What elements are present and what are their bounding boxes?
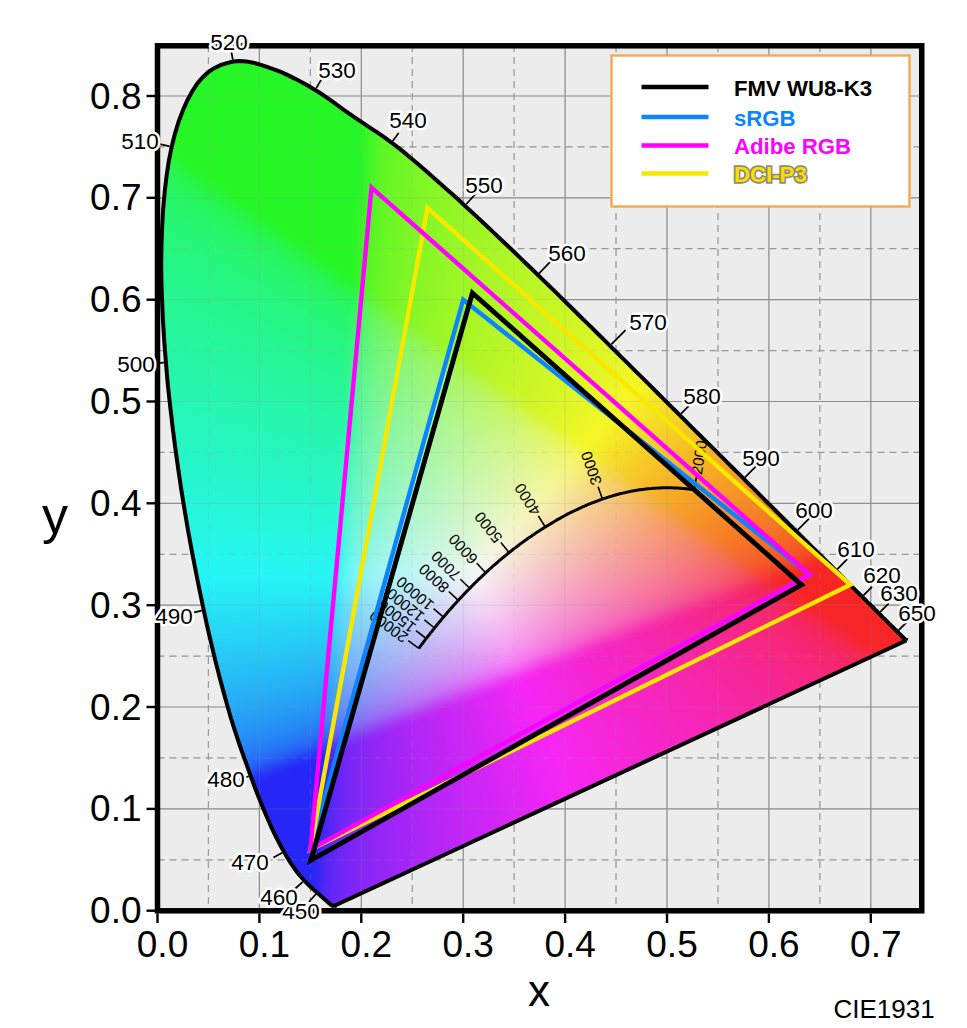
svg-text:550: 550	[465, 173, 503, 198]
svg-text:480: 480	[207, 767, 245, 792]
svg-text:0.1: 0.1	[239, 924, 290, 965]
svg-text:FMV WU8-K3: FMV WU8-K3	[734, 76, 872, 101]
svg-text:0.6: 0.6	[748, 924, 799, 965]
svg-text:0.3: 0.3	[90, 585, 141, 626]
svg-text:x: x	[528, 966, 550, 1015]
svg-text:0.2: 0.2	[341, 924, 392, 965]
svg-text:510: 510	[121, 129, 159, 154]
svg-text:0.0: 0.0	[137, 924, 188, 965]
svg-text:DCI-P3: DCI-P3	[734, 162, 807, 187]
svg-text:0.3: 0.3	[442, 924, 493, 965]
svg-text:0.6: 0.6	[90, 279, 141, 320]
svg-text:0.0: 0.0	[90, 890, 141, 931]
svg-text:540: 540	[389, 108, 427, 133]
svg-text:530: 530	[318, 58, 356, 83]
svg-text:590: 590	[742, 446, 780, 471]
svg-text:460: 460	[260, 885, 298, 910]
svg-text:0.5: 0.5	[90, 381, 141, 422]
svg-text:y: y	[42, 486, 68, 544]
svg-text:Adibe RGB: Adibe RGB	[734, 134, 851, 159]
svg-text:0.1: 0.1	[90, 788, 141, 829]
svg-text:0.7: 0.7	[90, 177, 141, 218]
svg-text:570: 570	[629, 310, 667, 335]
svg-text:0.4: 0.4	[544, 924, 595, 965]
svg-text:650: 650	[898, 601, 936, 626]
svg-text:0.4: 0.4	[90, 483, 141, 524]
svg-text:560: 560	[548, 241, 586, 266]
svg-text:0.7: 0.7	[850, 924, 901, 965]
svg-text:0.8: 0.8	[90, 76, 141, 117]
svg-text:500: 500	[117, 352, 155, 377]
svg-text:CIE1931: CIE1931	[833, 994, 934, 1024]
svg-text:580: 580	[683, 384, 721, 409]
svg-text:sRGB: sRGB	[734, 106, 796, 131]
svg-text:0.2: 0.2	[90, 687, 141, 728]
svg-text:600: 600	[795, 498, 833, 523]
svg-text:520: 520	[210, 30, 248, 55]
svg-text:610: 610	[837, 537, 875, 562]
svg-text:470: 470	[231, 850, 269, 875]
svg-text:490: 490	[155, 604, 193, 629]
svg-text:0.5: 0.5	[646, 924, 697, 965]
